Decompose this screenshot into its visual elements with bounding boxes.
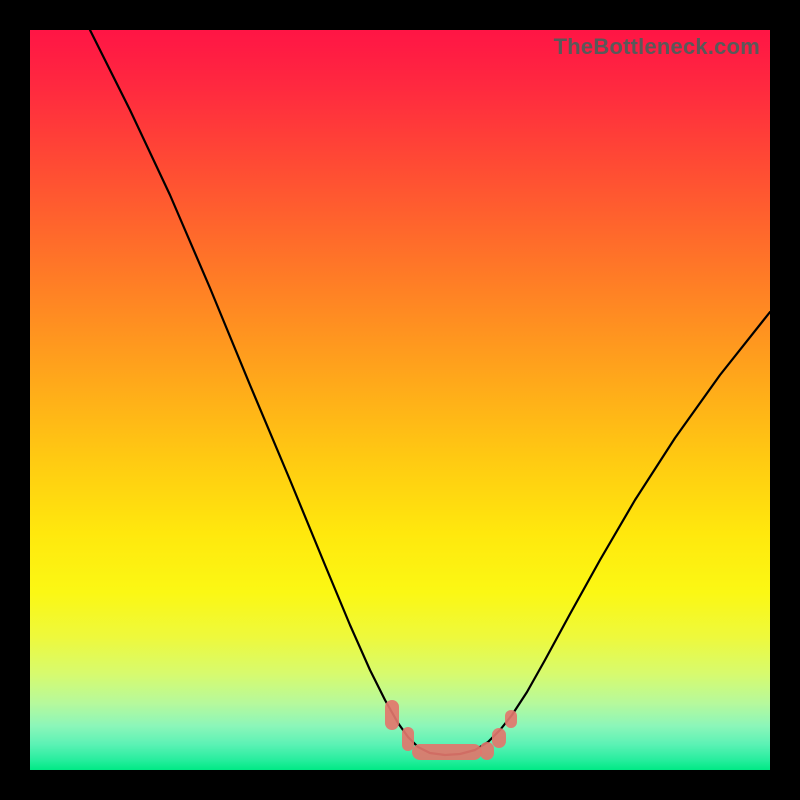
optimal-range-marker [480,742,494,760]
optimal-range-marker [505,710,517,728]
watermark-text: TheBottleneck.com [554,34,760,60]
plot-area: TheBottleneck.com [30,30,770,770]
bottleneck-curve [90,30,770,755]
optimal-range-marker [402,727,414,751]
optimal-range-marker [385,700,399,730]
optimal-range-marker [412,744,482,760]
chart-frame: TheBottleneck.com [0,0,800,800]
optimal-range-marker [492,728,506,748]
curve-svg [30,30,770,770]
